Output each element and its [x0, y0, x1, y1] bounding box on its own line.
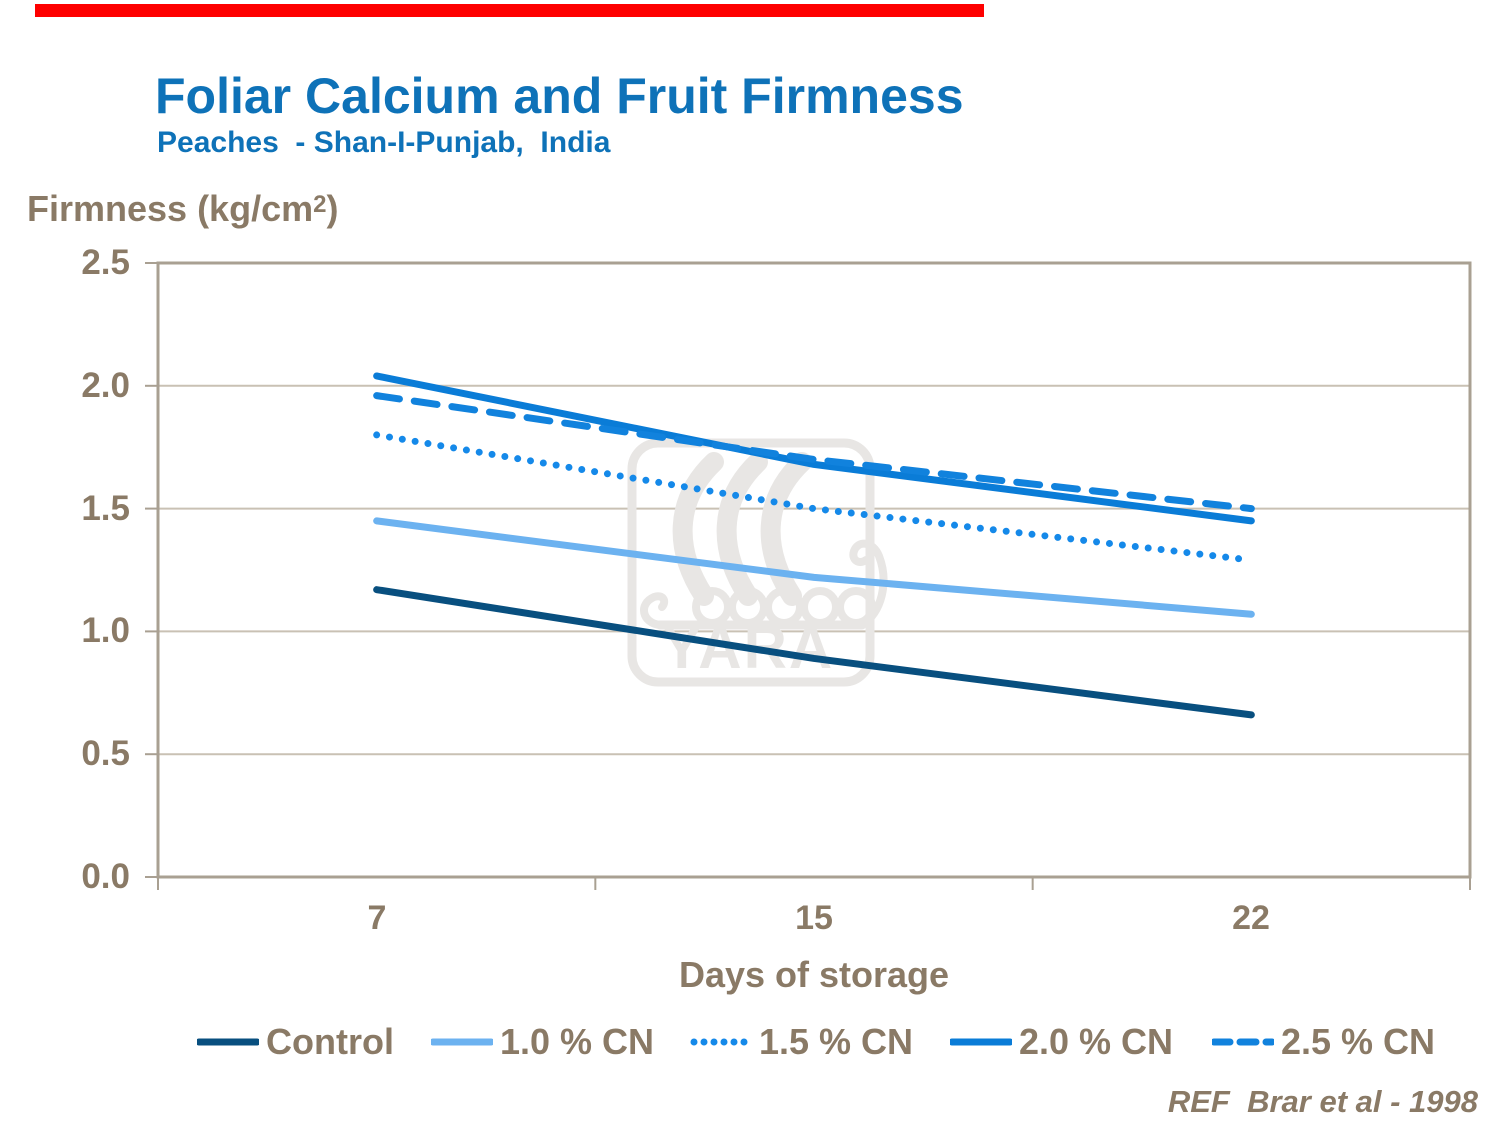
y-tick-0-0: 0.0: [81, 857, 130, 896]
legend-item-1-0-cn: 1.0 % CN: [431, 1021, 655, 1062]
legend-item-control: Control: [197, 1021, 394, 1062]
legend-label-1-0-cn: 1.0 % CN: [500, 1021, 655, 1062]
legend-item-1-5-cn: 1.5 % CN: [690, 1021, 914, 1062]
reference-citation: REF Brar et al - 1998: [1167, 1084, 1478, 1119]
slide-subtitle: Peaches - Shan-I-Punjab, India: [157, 126, 611, 159]
x-tick-7: 7: [367, 899, 387, 937]
legend-swatch-1-0-cn-line-icon: [431, 1038, 493, 1046]
legend-label-2-0-cn: 2.0 % CN: [1019, 1021, 1174, 1062]
slide-title: Foliar Calcium and Fruit Firmness: [155, 68, 964, 124]
y-axis-title-close: ): [326, 188, 339, 229]
y-tick-1-0: 1.0: [81, 611, 130, 650]
legend-label-2-5-cn: 2.5 % CN: [1281, 1021, 1436, 1062]
legend-item-2-5-cn: 2.5 % CN: [1212, 1021, 1436, 1062]
y-tick-0-5: 0.5: [81, 734, 130, 773]
legend-swatch-control-line-icon: [197, 1038, 259, 1046]
y-tick-2-5: 2.5: [81, 243, 130, 282]
y-axis-title: Firmness (kg/cm2): [27, 188, 338, 230]
accent-bar: [35, 4, 984, 17]
y-tick-1-5: 1.5: [81, 489, 130, 528]
legend-swatch-2-5-cn-dashed-line-icon: [1212, 1038, 1274, 1046]
x-tick-15: 15: [795, 899, 833, 937]
y-tick-2-0: 2.0: [81, 366, 130, 405]
legend-swatch-2-0-cn-line-icon: [950, 1038, 1012, 1046]
legend-label-control: Control: [266, 1021, 394, 1062]
legend-swatch-1-5-cn-dotted-line-icon: [690, 1038, 752, 1046]
x-axis-title: Days of storage: [678, 954, 950, 995]
x-tick-22: 22: [1232, 899, 1270, 937]
svg-text:YARA: YARA: [662, 614, 835, 681]
y-axis-title-text: Firmness (kg/cm: [27, 188, 314, 229]
legend-item-2-0-cn: 2.0 % CN: [950, 1021, 1174, 1062]
legend-label-1-5-cn: 1.5 % CN: [759, 1021, 914, 1062]
y-axis-title-superscript: 2: [313, 191, 327, 218]
